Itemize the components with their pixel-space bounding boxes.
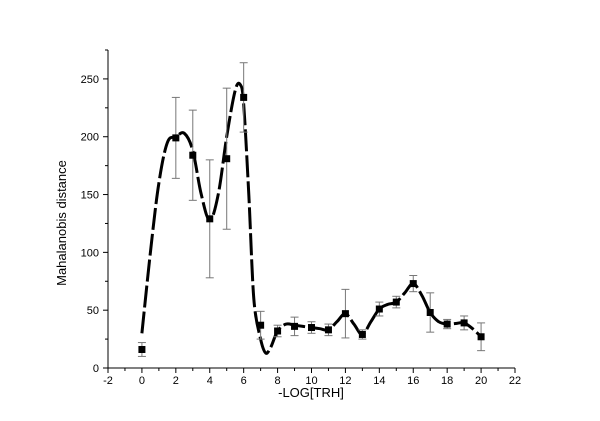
x-tick-label: 10: [305, 375, 317, 387]
data-point-marker: [392, 298, 400, 306]
data-point-marker: [358, 330, 366, 338]
data-point-marker: [138, 345, 146, 353]
y-tick-label: 50: [87, 305, 99, 317]
y-axis-label: Mahalanobis distance: [54, 160, 69, 286]
y-tick-label: 0: [93, 363, 99, 375]
data-point-marker: [409, 280, 417, 288]
y-tick-label: 150: [81, 190, 99, 202]
x-tick-label: 12: [339, 375, 351, 387]
data-point-marker: [189, 151, 197, 159]
data-point-marker: [460, 319, 468, 327]
data-point-marker: [308, 324, 315, 332]
data-point-marker: [426, 308, 434, 316]
y-tick-label: 250: [81, 74, 99, 86]
y-tick-label: 200: [81, 132, 99, 144]
x-tick-label: 14: [373, 375, 385, 387]
data-point-marker: [324, 326, 332, 334]
data-point-marker: [477, 333, 485, 341]
data-point-marker: [206, 215, 214, 223]
data-point-marker: [375, 305, 383, 313]
axes: -2 0 2 4 6 8 10 12 14 16 18 20 22 0 50 100 150 200 250: [81, 49, 521, 387]
x-tick-label: 6: [241, 375, 247, 387]
x-tick-label: 16: [407, 375, 419, 387]
data-point-marker: [274, 327, 282, 335]
data-point-marker: [223, 155, 231, 163]
x-tick-label: 8: [275, 375, 281, 387]
data-point-marker: [341, 310, 349, 318]
data-point-marker: [291, 322, 299, 330]
x-tick-label: 4: [207, 375, 213, 387]
x-tick-label: 20: [475, 375, 487, 387]
x-axis-label: -LOG[TRH]: [278, 385, 344, 400]
y-tick-label: 100: [81, 247, 99, 259]
data-point-marker: [443, 320, 451, 328]
x-tick-label: 18: [441, 375, 453, 387]
data-point-marker: [172, 134, 180, 142]
x-tick-label: 0: [139, 375, 145, 387]
data-point-layer: [138, 93, 485, 353]
x-tick-label: 22: [509, 375, 521, 387]
data-point-marker: [240, 93, 248, 101]
x-tick-label: -2: [103, 375, 113, 387]
x-tick-label: 2: [173, 375, 179, 387]
data-point-marker: [257, 321, 265, 329]
